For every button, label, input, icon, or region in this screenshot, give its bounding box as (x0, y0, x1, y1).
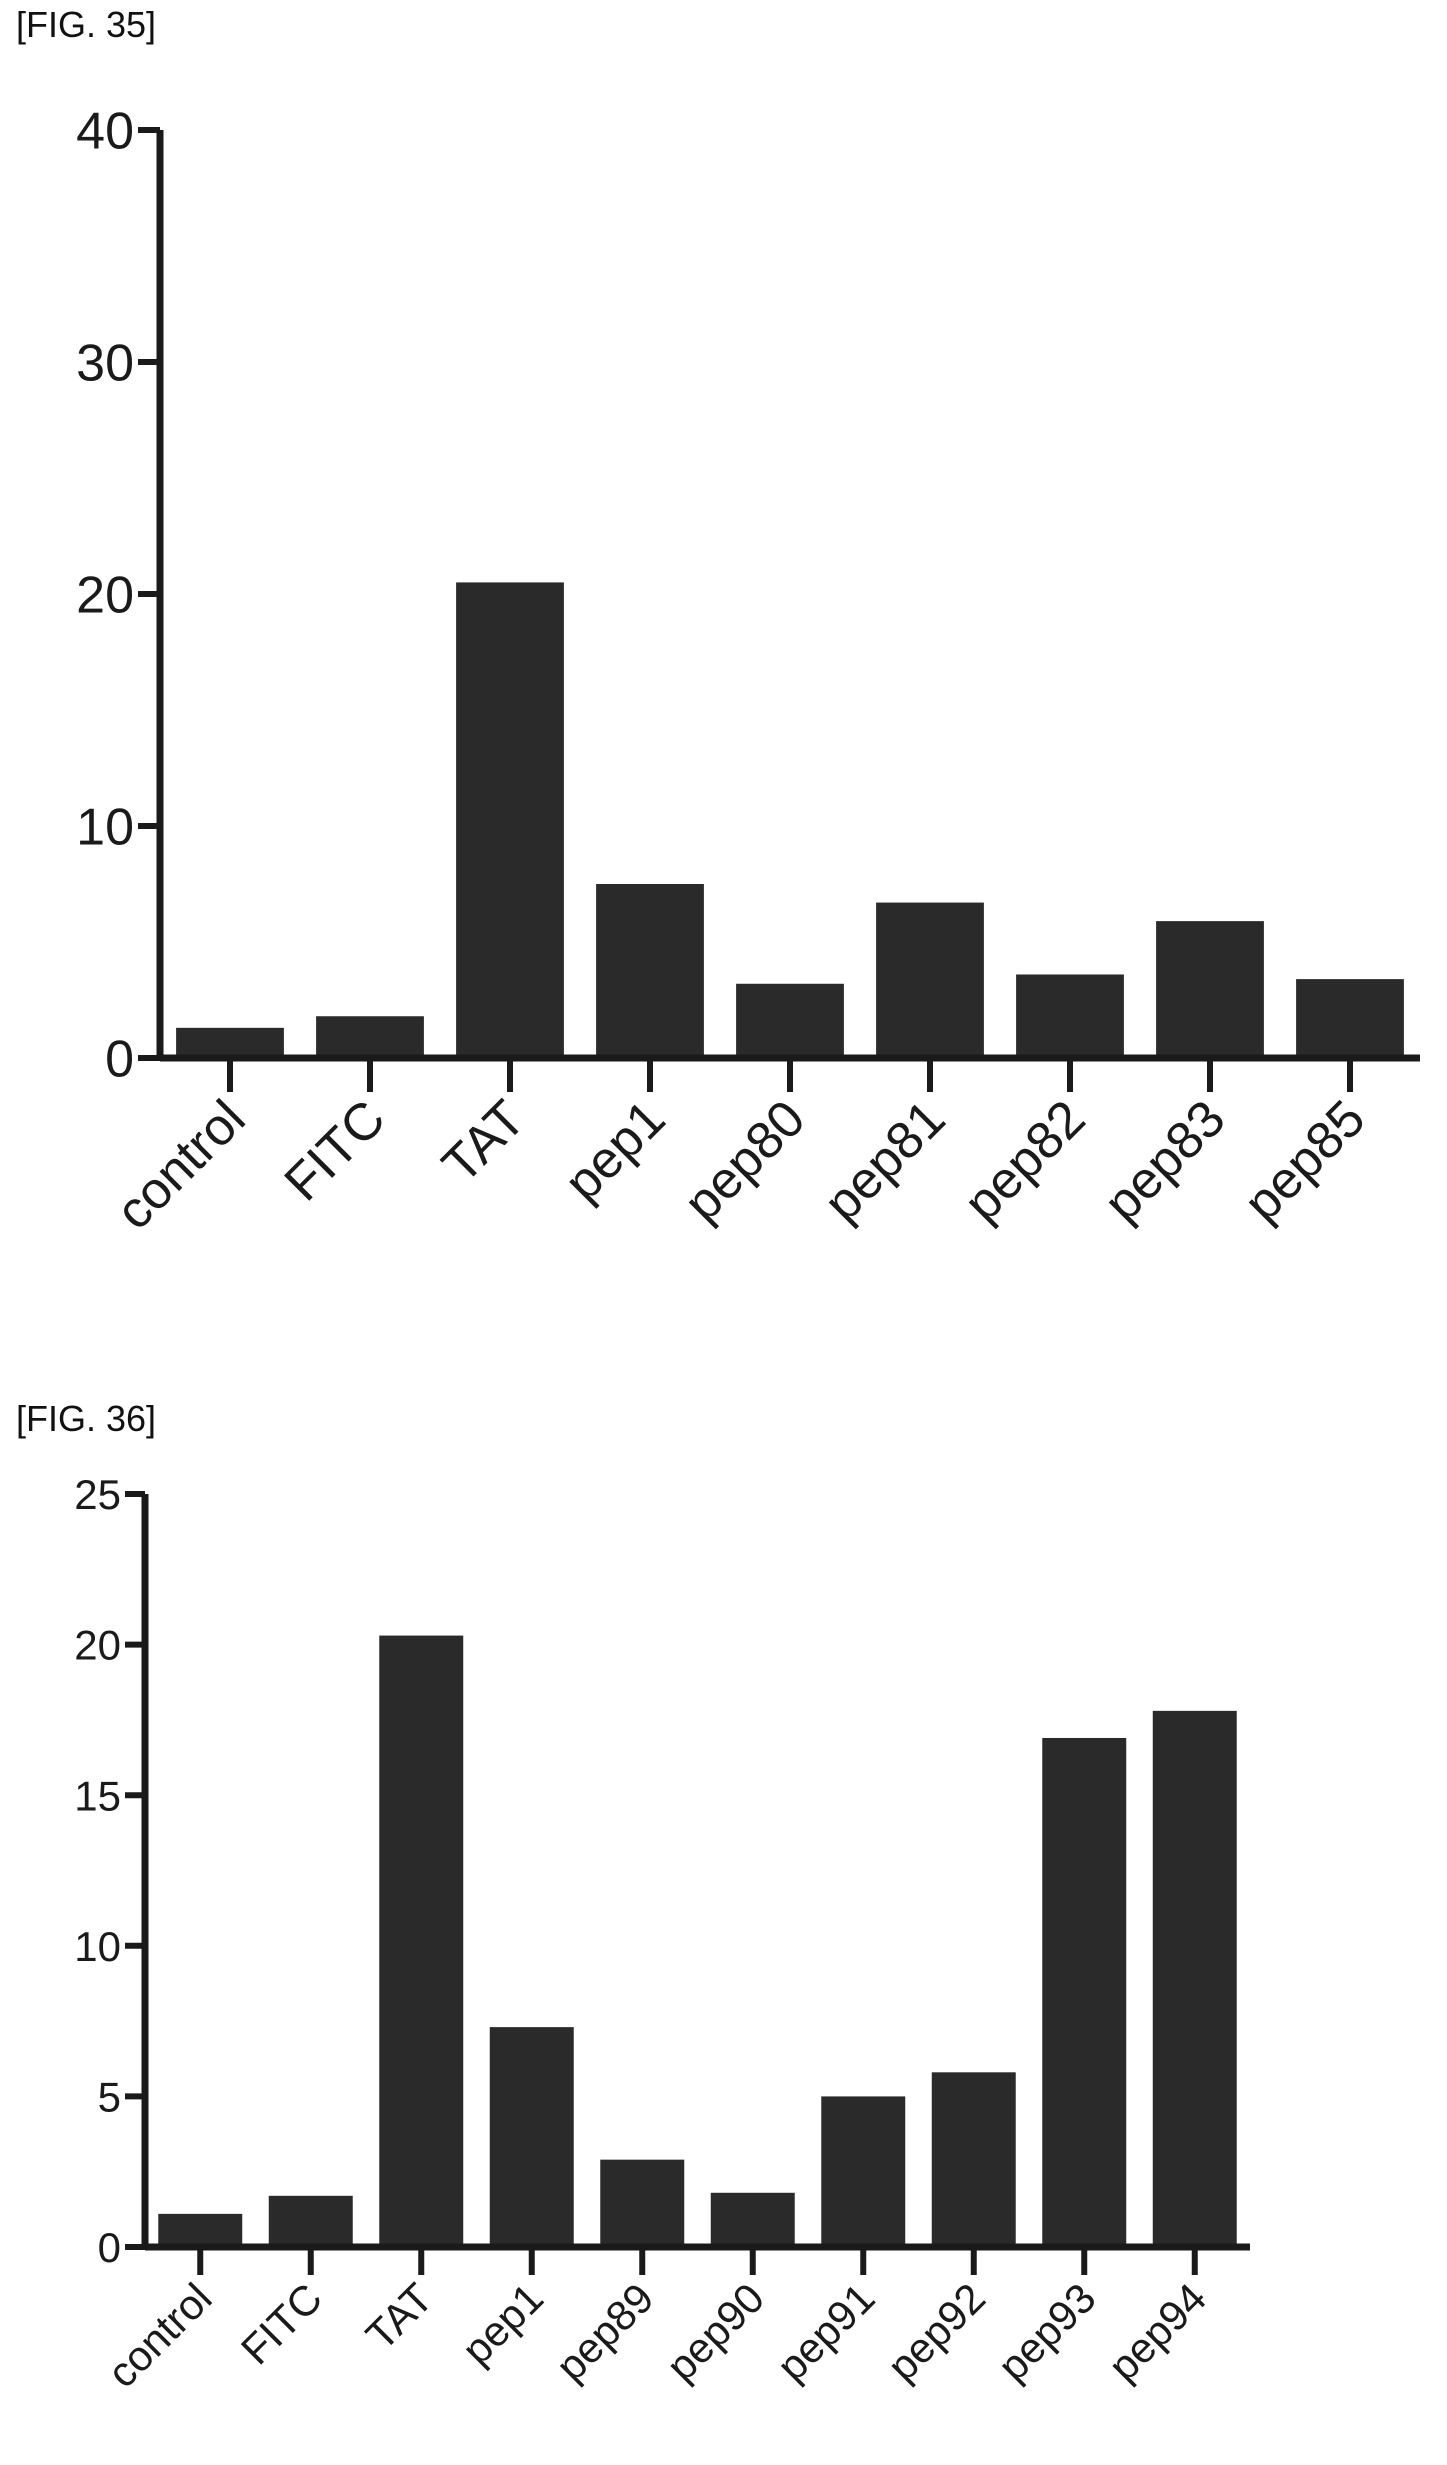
figure-35-label: [FIG. 35] (16, 4, 157, 45)
bar-FITC (268, 2195, 353, 2247)
bar-pep82 (1016, 974, 1124, 1058)
x-tick-label-pep89: pep89 (547, 2274, 663, 2390)
bar-FITC (316, 1016, 424, 1058)
x-tick-label-pep82: pep82 (953, 1089, 1096, 1232)
x-tick-label-pep80: pep80 (673, 1089, 816, 1232)
y-tick-label: 25 (74, 1471, 121, 1518)
x-tick-label-pep92: pep92 (878, 2274, 994, 2390)
y-tick-label: 0 (105, 1031, 134, 1089)
x-tick-label-pep94: pep94 (1099, 2274, 1215, 2390)
y-tick-label: 30 (76, 335, 134, 393)
y-tick-label: 15 (74, 1772, 121, 1819)
bar-pep80 (736, 983, 844, 1058)
y-tick-label: 10 (76, 799, 134, 857)
x-tick-label-pep1: pep1 (453, 2274, 552, 2373)
x-tick-label-pep91: pep91 (768, 2274, 884, 2390)
x-tick-label-pep81: pep81 (813, 1089, 956, 1232)
bar-pep85 (1296, 979, 1404, 1058)
bar-TAT (379, 1635, 464, 2247)
bar-control (158, 2213, 243, 2247)
bar-pep90 (710, 2192, 795, 2247)
bar-control (176, 1027, 284, 1058)
x-tick-label-control: control (105, 1089, 256, 1240)
y-tick-label: 20 (76, 567, 134, 625)
bar-pep91 (821, 2096, 906, 2247)
y-tick-label: 5 (98, 2074, 121, 2121)
bar-pep93 (1042, 1737, 1127, 2247)
bar-pep92 (931, 2072, 1016, 2247)
x-tick-label-pep83: pep83 (1093, 1089, 1236, 1232)
y-tick-label: 0 (98, 2224, 121, 2271)
x-tick-label-pep90: pep90 (657, 2274, 773, 2390)
x-tick-label-TAT: TAT (431, 1089, 536, 1194)
bar-pep89 (600, 2159, 685, 2247)
x-tick-label-FITC: FITC (232, 2274, 331, 2373)
x-tick-label-TAT: TAT (357, 2274, 442, 2359)
y-tick-label: 20 (74, 1622, 121, 1669)
bar-pep1 (596, 884, 704, 1058)
x-tick-label-FITC: FITC (274, 1089, 397, 1212)
x-tick-label-pep93: pep93 (989, 2274, 1105, 2390)
y-tick-label: 40 (76, 103, 134, 161)
bar-pep81 (876, 902, 984, 1058)
figure-36-label: [FIG. 36] (16, 1398, 157, 1439)
bar-pep94 (1152, 1710, 1237, 2247)
bar-TAT (456, 582, 564, 1058)
bar-pep1 (489, 2027, 574, 2247)
bar-pep83 (1156, 921, 1264, 1058)
y-tick-label: 10 (74, 1923, 121, 1970)
x-tick-label-pep1: pep1 (554, 1089, 677, 1212)
x-tick-label-pep85: pep85 (1233, 1089, 1376, 1232)
x-tick-label-control: control (98, 2274, 220, 2396)
